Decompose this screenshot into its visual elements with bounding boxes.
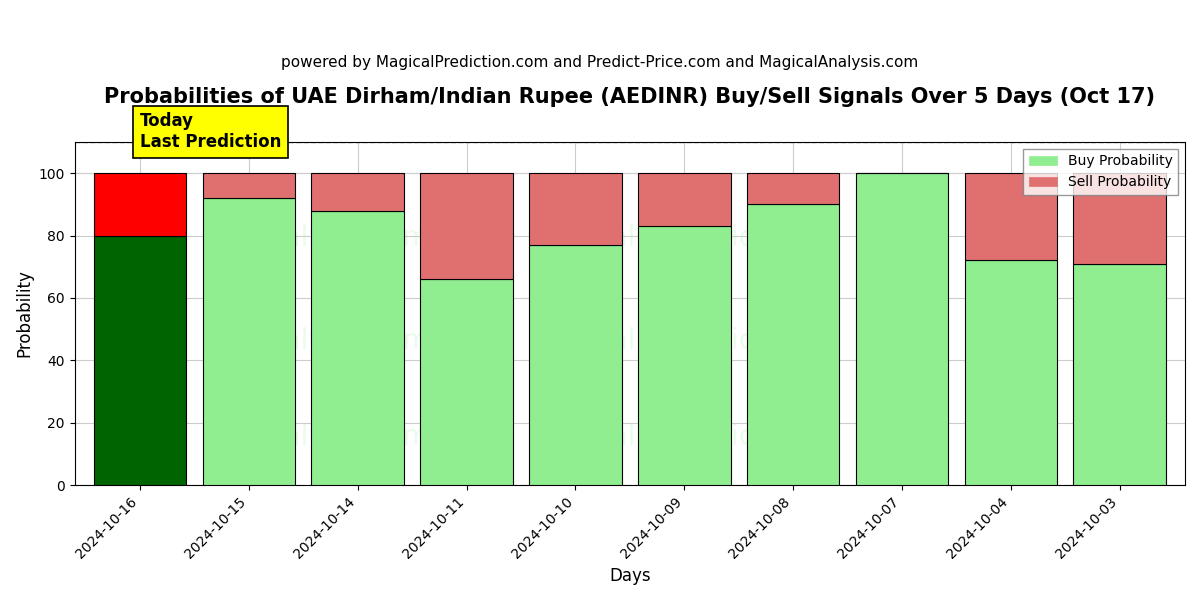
Text: calAnalysis.com: calAnalysis.com <box>208 423 431 451</box>
Legend: Buy Probability, Sell Probability: Buy Probability, Sell Probability <box>1024 149 1178 195</box>
Bar <box>529 245 622 485</box>
Text: MagicalPrediction.com: MagicalPrediction.com <box>529 327 841 355</box>
Bar <box>746 173 839 205</box>
Bar <box>203 198 295 485</box>
Bar <box>638 226 731 485</box>
Text: powered by MagicalPrediction.com and Predict-Price.com and MagicalAnalysis.com: powered by MagicalPrediction.com and Pre… <box>281 55 919 70</box>
Bar <box>203 173 295 198</box>
X-axis label: Days: Days <box>610 567 650 585</box>
Y-axis label: Probability: Probability <box>16 269 34 358</box>
Bar <box>1074 173 1166 263</box>
Text: MagicalPrediction.com: MagicalPrediction.com <box>529 423 841 451</box>
Text: Today
Last Prediction: Today Last Prediction <box>140 112 281 151</box>
Bar <box>638 173 731 226</box>
Text: MagicalPrediction.com: MagicalPrediction.com <box>529 224 841 252</box>
Bar <box>312 173 404 211</box>
Bar <box>965 260 1057 485</box>
Title: Probabilities of UAE Dirham/Indian Rupee (AEDINR) Buy/Sell Signals Over 5 Days (: Probabilities of UAE Dirham/Indian Rupee… <box>104 87 1156 107</box>
Bar <box>420 279 512 485</box>
Bar <box>312 211 404 485</box>
Text: calAnalysis.com: calAnalysis.com <box>208 327 431 355</box>
Bar <box>1074 263 1166 485</box>
Bar <box>94 173 186 236</box>
Bar <box>94 236 186 485</box>
Bar <box>965 173 1057 260</box>
Bar <box>746 205 839 485</box>
Bar <box>856 173 948 485</box>
Text: calAnalysis.com: calAnalysis.com <box>208 224 431 252</box>
Bar <box>529 173 622 245</box>
Bar <box>420 173 512 279</box>
